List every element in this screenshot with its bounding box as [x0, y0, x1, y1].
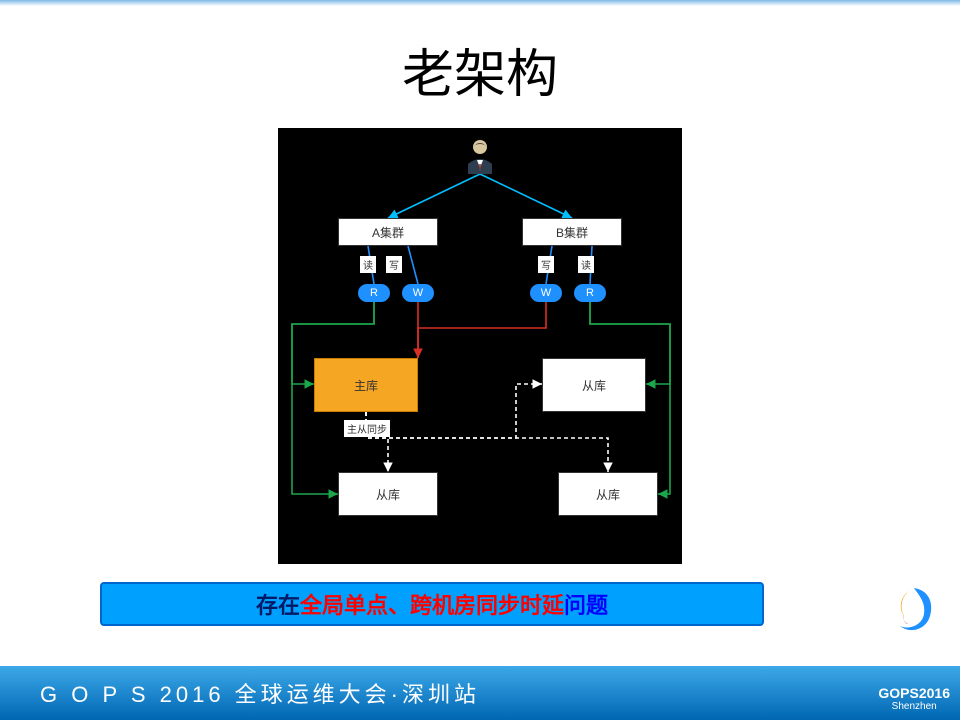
node-slaveBR: 从库 [558, 472, 658, 516]
pill-wb: W [530, 284, 562, 302]
node-slaveR: 从库 [542, 358, 646, 412]
label-writeB: 写 [538, 256, 554, 273]
label-readA: 读 [360, 256, 376, 273]
node-clusterA: A集群 [338, 218, 438, 246]
side-logo-icon [884, 580, 944, 640]
footer-bar: G O P S 2016 全球运维大会·深圳站 GOPS2016 Shenzhe… [0, 666, 960, 720]
label-sync: 主从同步 [344, 420, 390, 437]
footer-logo: GOPS2016 Shenzhen [878, 685, 950, 712]
callout-banner: 存在全局单点、跨机房同步时延问题 [100, 582, 764, 626]
pill-wa: W [402, 284, 434, 302]
pill-ra: R [358, 284, 390, 302]
callout-part2: 全局单点、跨机房同步时延 [300, 588, 564, 620]
callout-part3: 问题 [564, 588, 608, 620]
footer-text: G O P S 2016 全球运维大会·深圳站 [40, 677, 480, 709]
node-clusterB: B集群 [522, 218, 622, 246]
node-master: 主库 [314, 358, 418, 412]
user-icon [464, 138, 496, 174]
logo-shenzhen: Shenzhen [878, 701, 950, 712]
callout-part1: 存在 [256, 588, 300, 620]
label-readB: 读 [578, 256, 594, 273]
node-slaveBL: 从库 [338, 472, 438, 516]
pill-rb: R [574, 284, 606, 302]
slide-title: 老架构 [0, 32, 960, 107]
top-accent [0, 0, 960, 6]
label-writeA: 写 [386, 256, 402, 273]
architecture-diagram: A集群B集群主库从库从库从库 RWWR 读写写读主从同步 [278, 128, 682, 564]
logo-year: 2016 [919, 685, 950, 701]
logo-gops: GOPS [878, 685, 918, 701]
